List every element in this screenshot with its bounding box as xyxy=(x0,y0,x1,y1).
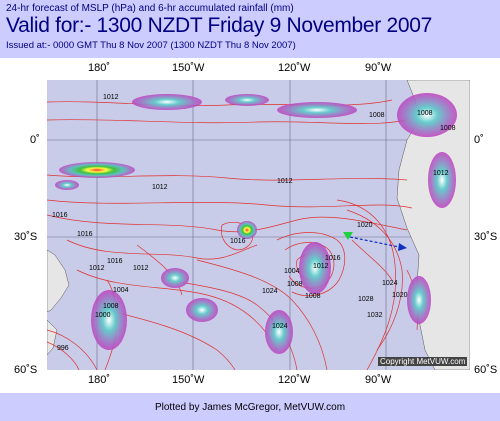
rain-patch-colombia xyxy=(397,93,457,137)
isobar-label: 1008 xyxy=(440,125,456,132)
isobar-label: 1012 xyxy=(133,265,149,272)
top-lon-label-150w: 150˚W xyxy=(172,62,205,74)
isobar-label: 1008 xyxy=(417,110,433,117)
isobar-label: 1016 xyxy=(107,258,123,265)
isobar-label: 1032 xyxy=(367,312,383,319)
isobar-label-group: 1012 1008 1012 1012 1016 1016 1016 1012 … xyxy=(52,94,456,352)
bottom-lon-label-180: 180˚ xyxy=(88,374,111,386)
rain-patch-central-south xyxy=(186,298,218,322)
isobar-label: 1012 xyxy=(277,178,293,185)
isobar-label: 1004 xyxy=(284,268,300,275)
rain-patch-west-front xyxy=(91,290,127,350)
bottom-lon-label-150w: 150˚W xyxy=(172,374,205,386)
rain-patch-itcz-1 xyxy=(132,94,202,110)
isobar-label: 1004 xyxy=(113,287,129,294)
isobar-label: 1016 xyxy=(52,212,68,219)
new-zealand-south-island xyxy=(47,319,58,356)
left-lat-label-30s: 30˚S xyxy=(14,231,38,243)
isobar-label: 1024 xyxy=(262,288,278,295)
isobar-label: 1000 xyxy=(95,312,111,319)
bottom-lon-label-90w: 90˚W xyxy=(365,374,392,386)
top-lon-label-120w: 120˚W xyxy=(278,62,311,74)
rain-patch-central xyxy=(161,268,189,288)
isobar-label: 1012 xyxy=(89,265,105,272)
header: 24-hr forecast of MSLP (hPa) and 6-hr ac… xyxy=(0,0,500,58)
new-zealand-north-island xyxy=(47,249,70,313)
isobar-label: 1008 xyxy=(369,112,385,119)
top-lon-label-180: 180˚ xyxy=(88,62,111,74)
rain-patch-west xyxy=(55,180,79,190)
right-lat-label-0: 0˚ xyxy=(474,134,484,146)
isobar-label: 1012 xyxy=(433,170,449,177)
arrow-head-icon xyxy=(398,243,407,251)
track-line xyxy=(349,236,400,248)
rain-patch-itcz-3 xyxy=(277,102,357,118)
isobar-label: 1012 xyxy=(152,184,168,191)
isobar-label: 1012 xyxy=(313,263,329,270)
isobar-label: 1008 xyxy=(103,303,119,310)
isobar-label: 1016 xyxy=(325,255,341,262)
isobar-label: 996 xyxy=(57,345,69,352)
isobar-label: 1024 xyxy=(272,323,288,330)
left-lat-label-0: 0˚ xyxy=(30,134,40,146)
right-lat-label-60s: 60˚S xyxy=(474,364,498,376)
isobar-label: 1008 xyxy=(287,281,303,288)
rain-patch-peru xyxy=(428,152,456,208)
weather-map: 1012 1008 1012 1012 1016 1016 1016 1012 … xyxy=(47,80,470,370)
valid-time-title: Valid for:- 1300 NZDT Friday 9 November … xyxy=(6,14,433,37)
rain-patch-chile xyxy=(407,276,431,324)
rain-patch-itcz-2 xyxy=(225,94,269,106)
bottom-lon-label-120w: 120˚W xyxy=(278,374,311,386)
rain-patch-south xyxy=(265,310,293,354)
plot-credit: Plotted by James McGregor, MetVUW.com xyxy=(154,402,346,413)
storm-marker-icon xyxy=(343,232,353,240)
isobar-label: 1012 xyxy=(103,94,119,101)
top-lon-label-90w: 90˚W xyxy=(365,62,392,74)
issued-time: Issued at:- 0000 GMT Thu 8 Nov 2007 (130… xyxy=(6,40,296,51)
isobar-label: 1028 xyxy=(358,296,374,303)
rain-patch-isolated-low xyxy=(237,221,257,239)
isobar-label: 1008 xyxy=(305,293,321,300)
left-lat-label-60s: 60˚S xyxy=(14,364,38,376)
rainfall-patches xyxy=(55,93,457,354)
rain-patch-low-centre xyxy=(299,242,331,294)
isobar-label: 1024 xyxy=(382,280,398,287)
right-lat-label-30s: 30˚S xyxy=(474,231,498,243)
copyright-label: Copyright MetVUW.com xyxy=(378,357,468,366)
rain-patch-equatorial xyxy=(59,162,135,178)
isobar-label: 1016 xyxy=(77,231,93,238)
isobar-label: 1020 xyxy=(392,292,408,299)
isobar-label: 1016 xyxy=(230,238,246,245)
isobar-label: 1020 xyxy=(357,222,373,229)
forecast-subtitle: 24-hr forecast of MSLP (hPa) and 6-hr ac… xyxy=(6,3,294,14)
footer: Plotted by James McGregor, MetVUW.com xyxy=(0,396,500,421)
storm-track-arrow xyxy=(343,232,407,251)
